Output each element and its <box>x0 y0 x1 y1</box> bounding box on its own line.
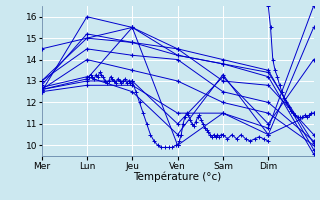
X-axis label: Température (°c): Température (°c) <box>133 172 222 182</box>
